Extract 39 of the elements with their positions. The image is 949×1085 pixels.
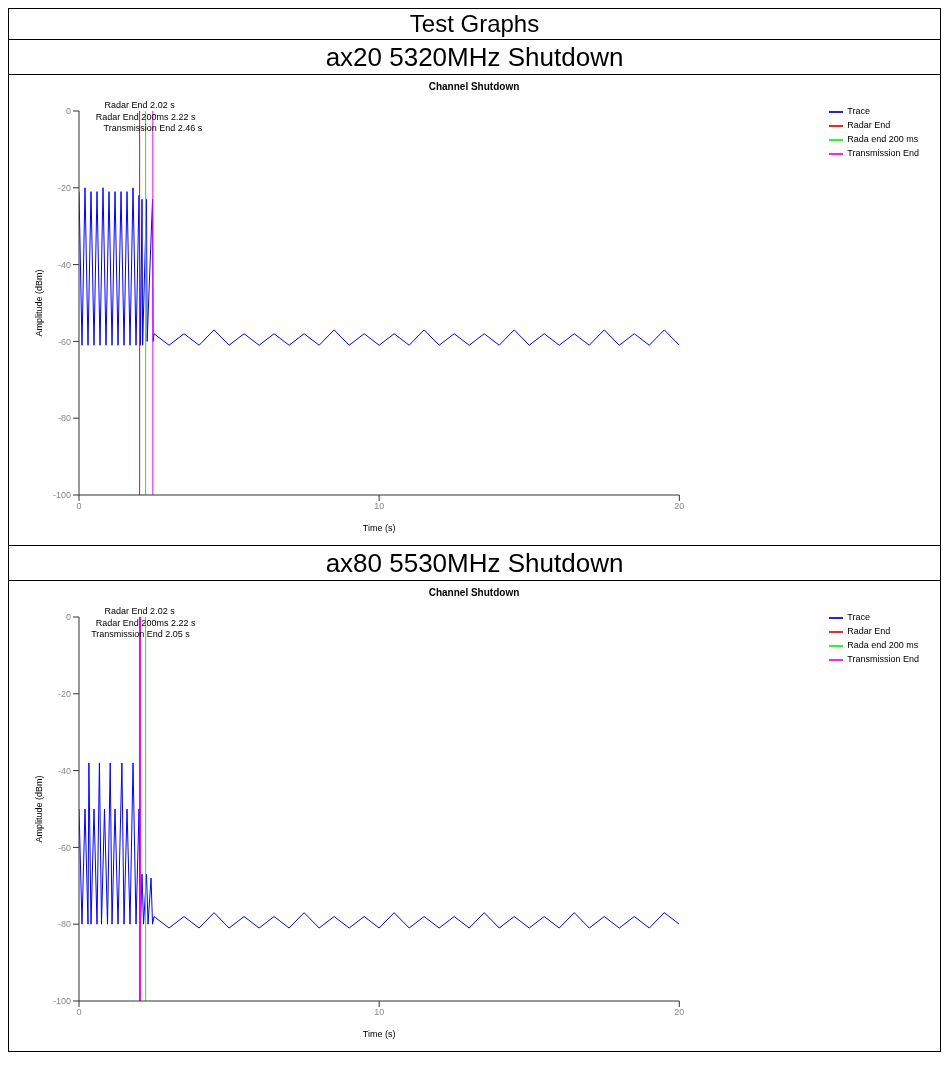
x-tick-label: 10	[374, 1007, 385, 1018]
x-tick-label: 10	[374, 501, 385, 512]
y-tick-label: -80	[57, 919, 71, 930]
y-tick-label: -40	[57, 259, 71, 270]
legend-label: Trace	[847, 612, 870, 623]
line-series	[79, 762, 680, 929]
legend-label: Rada end 200 ms	[847, 640, 919, 651]
annotation: Radar End 2.02 s	[104, 100, 176, 110]
y-tick-label: -40	[57, 765, 71, 776]
y-tick-label: -100	[52, 996, 71, 1007]
y-tick-label: 0	[65, 106, 71, 117]
line-series	[79, 187, 680, 346]
chart-title: ax20 5320MHz Shutdown	[9, 40, 940, 75]
legend-label: Transmission End	[847, 148, 919, 159]
x-tick-label: 0	[76, 501, 82, 512]
y-tick-label: -20	[57, 688, 71, 699]
legend-label: Rada end 200 ms	[847, 134, 919, 145]
legend-label: Radar End	[847, 626, 891, 637]
x-tick-label: 20	[674, 501, 685, 512]
y-axis-title: Amplitude (dBm)	[34, 775, 45, 843]
y-tick-label: -60	[57, 336, 71, 347]
legend-label: Trace	[847, 106, 870, 117]
y-tick-label: -100	[52, 490, 71, 501]
chart-subtitle: Channel Shutdown	[427, 587, 521, 598]
y-tick-label: -20	[57, 182, 71, 193]
legend-label: Transmission End	[847, 654, 919, 665]
x-axis-title: Time (s)	[362, 1029, 396, 1039]
legend-label: Radar End	[847, 120, 891, 131]
x-tick-label: 0	[76, 1007, 82, 1018]
y-tick-label: 0	[65, 612, 71, 623]
y-tick-label: -80	[57, 413, 71, 424]
chart-title: ax80 5530MHz Shutdown	[9, 546, 940, 581]
y-tick-label: -60	[57, 842, 71, 853]
x-tick-label: 20	[674, 1007, 685, 1018]
chart-subtitle: Channel Shutdown	[427, 81, 521, 92]
annotation: Radar End 2.02 s	[104, 606, 176, 616]
x-axis-title: Time (s)	[362, 523, 396, 533]
y-axis-title: Amplitude (dBm)	[34, 269, 45, 337]
text: Test Graphs	[408, 9, 541, 39]
